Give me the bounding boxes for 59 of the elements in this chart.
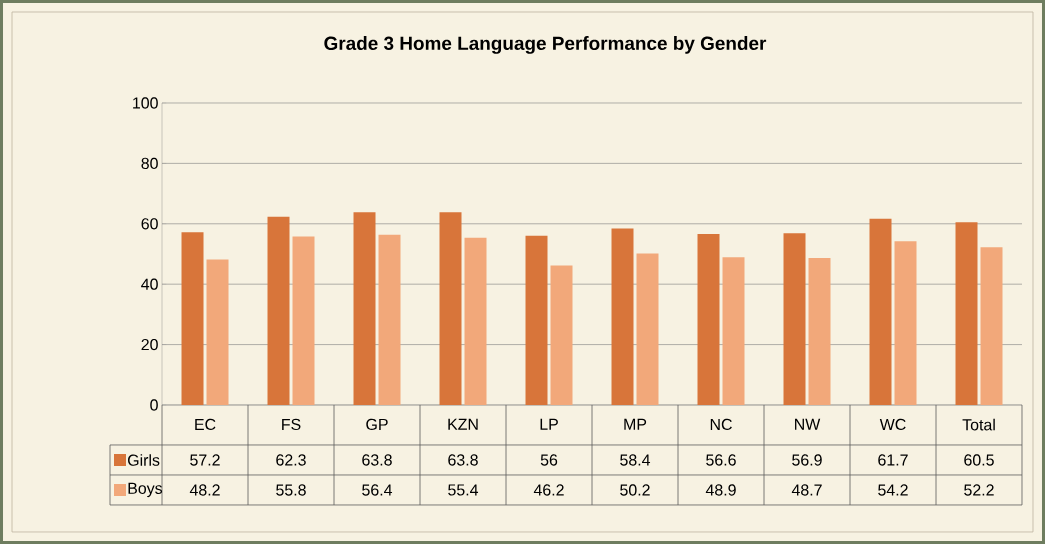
data-label: 63.8: [448, 454, 478, 466]
x-tick-label: FS: [282, 418, 301, 431]
data-label: 56.4: [362, 484, 393, 496]
bar: [292, 236, 315, 405]
bar: [181, 232, 204, 405]
bar: [611, 228, 634, 405]
data-label: 61.7: [878, 454, 908, 466]
data-label: 55.8: [276, 484, 306, 496]
y-tick-label: 20: [141, 338, 158, 351]
legend-label: Boys: [128, 482, 163, 498]
bar: [955, 222, 978, 405]
bar: [439, 212, 462, 405]
data-label: 60.5: [964, 454, 994, 466]
y-tick-label: 40: [141, 278, 158, 290]
y-tick-label: 80: [141, 157, 158, 170]
x-tick-label: WC: [879, 418, 906, 431]
data-label: 55.4: [448, 484, 479, 496]
data-label: 54.2: [878, 484, 908, 496]
x-tick-label: KZN: [448, 418, 478, 430]
x-tick-label: MP: [624, 418, 647, 430]
data-label: 52.2: [964, 484, 994, 496]
bar: [808, 257, 831, 405]
y-tick-label: 60: [141, 218, 158, 230]
y-tick-label: 100: [133, 97, 158, 109]
bar: [378, 234, 401, 405]
data-label: 50.2: [620, 484, 650, 496]
data-label: 46.2: [533, 484, 564, 496]
bar: [525, 235, 548, 405]
bar: [464, 237, 487, 405]
data-label: 62.3: [276, 454, 306, 466]
bar: [353, 212, 376, 405]
bar: [550, 265, 573, 405]
data-label: 58.4: [620, 454, 651, 466]
x-tick-label: NC: [710, 418, 732, 431]
data-label: 63.8: [362, 454, 392, 466]
data-label: 57.2: [190, 454, 220, 466]
bar: [697, 234, 720, 405]
x-tick-label: GP: [366, 418, 388, 431]
data-label: 56.6: [706, 454, 736, 466]
bar: [206, 259, 229, 405]
y-tick-label: 0: [150, 399, 158, 411]
data-label: 48.9: [705, 484, 736, 496]
x-tick-label: EC: [195, 418, 216, 431]
bar: [980, 247, 1003, 405]
x-tick-label: Total: [962, 418, 995, 431]
data-label: 56: [540, 454, 558, 466]
chart-title: Grade 3 Home Language Performance by Gender: [324, 36, 767, 54]
data-label: 48.2: [189, 484, 220, 496]
bar: [869, 218, 892, 405]
x-tick-label: LP: [540, 418, 558, 430]
legend-label: Girls: [128, 454, 160, 466]
x-tick-label: NW: [795, 418, 821, 430]
data-label: 48.7: [791, 484, 822, 496]
bar: [894, 241, 917, 405]
data-label: 56.9: [792, 454, 822, 466]
bar: [636, 253, 659, 405]
bar: [722, 257, 745, 405]
bar: [267, 216, 290, 405]
bar: [783, 233, 806, 405]
